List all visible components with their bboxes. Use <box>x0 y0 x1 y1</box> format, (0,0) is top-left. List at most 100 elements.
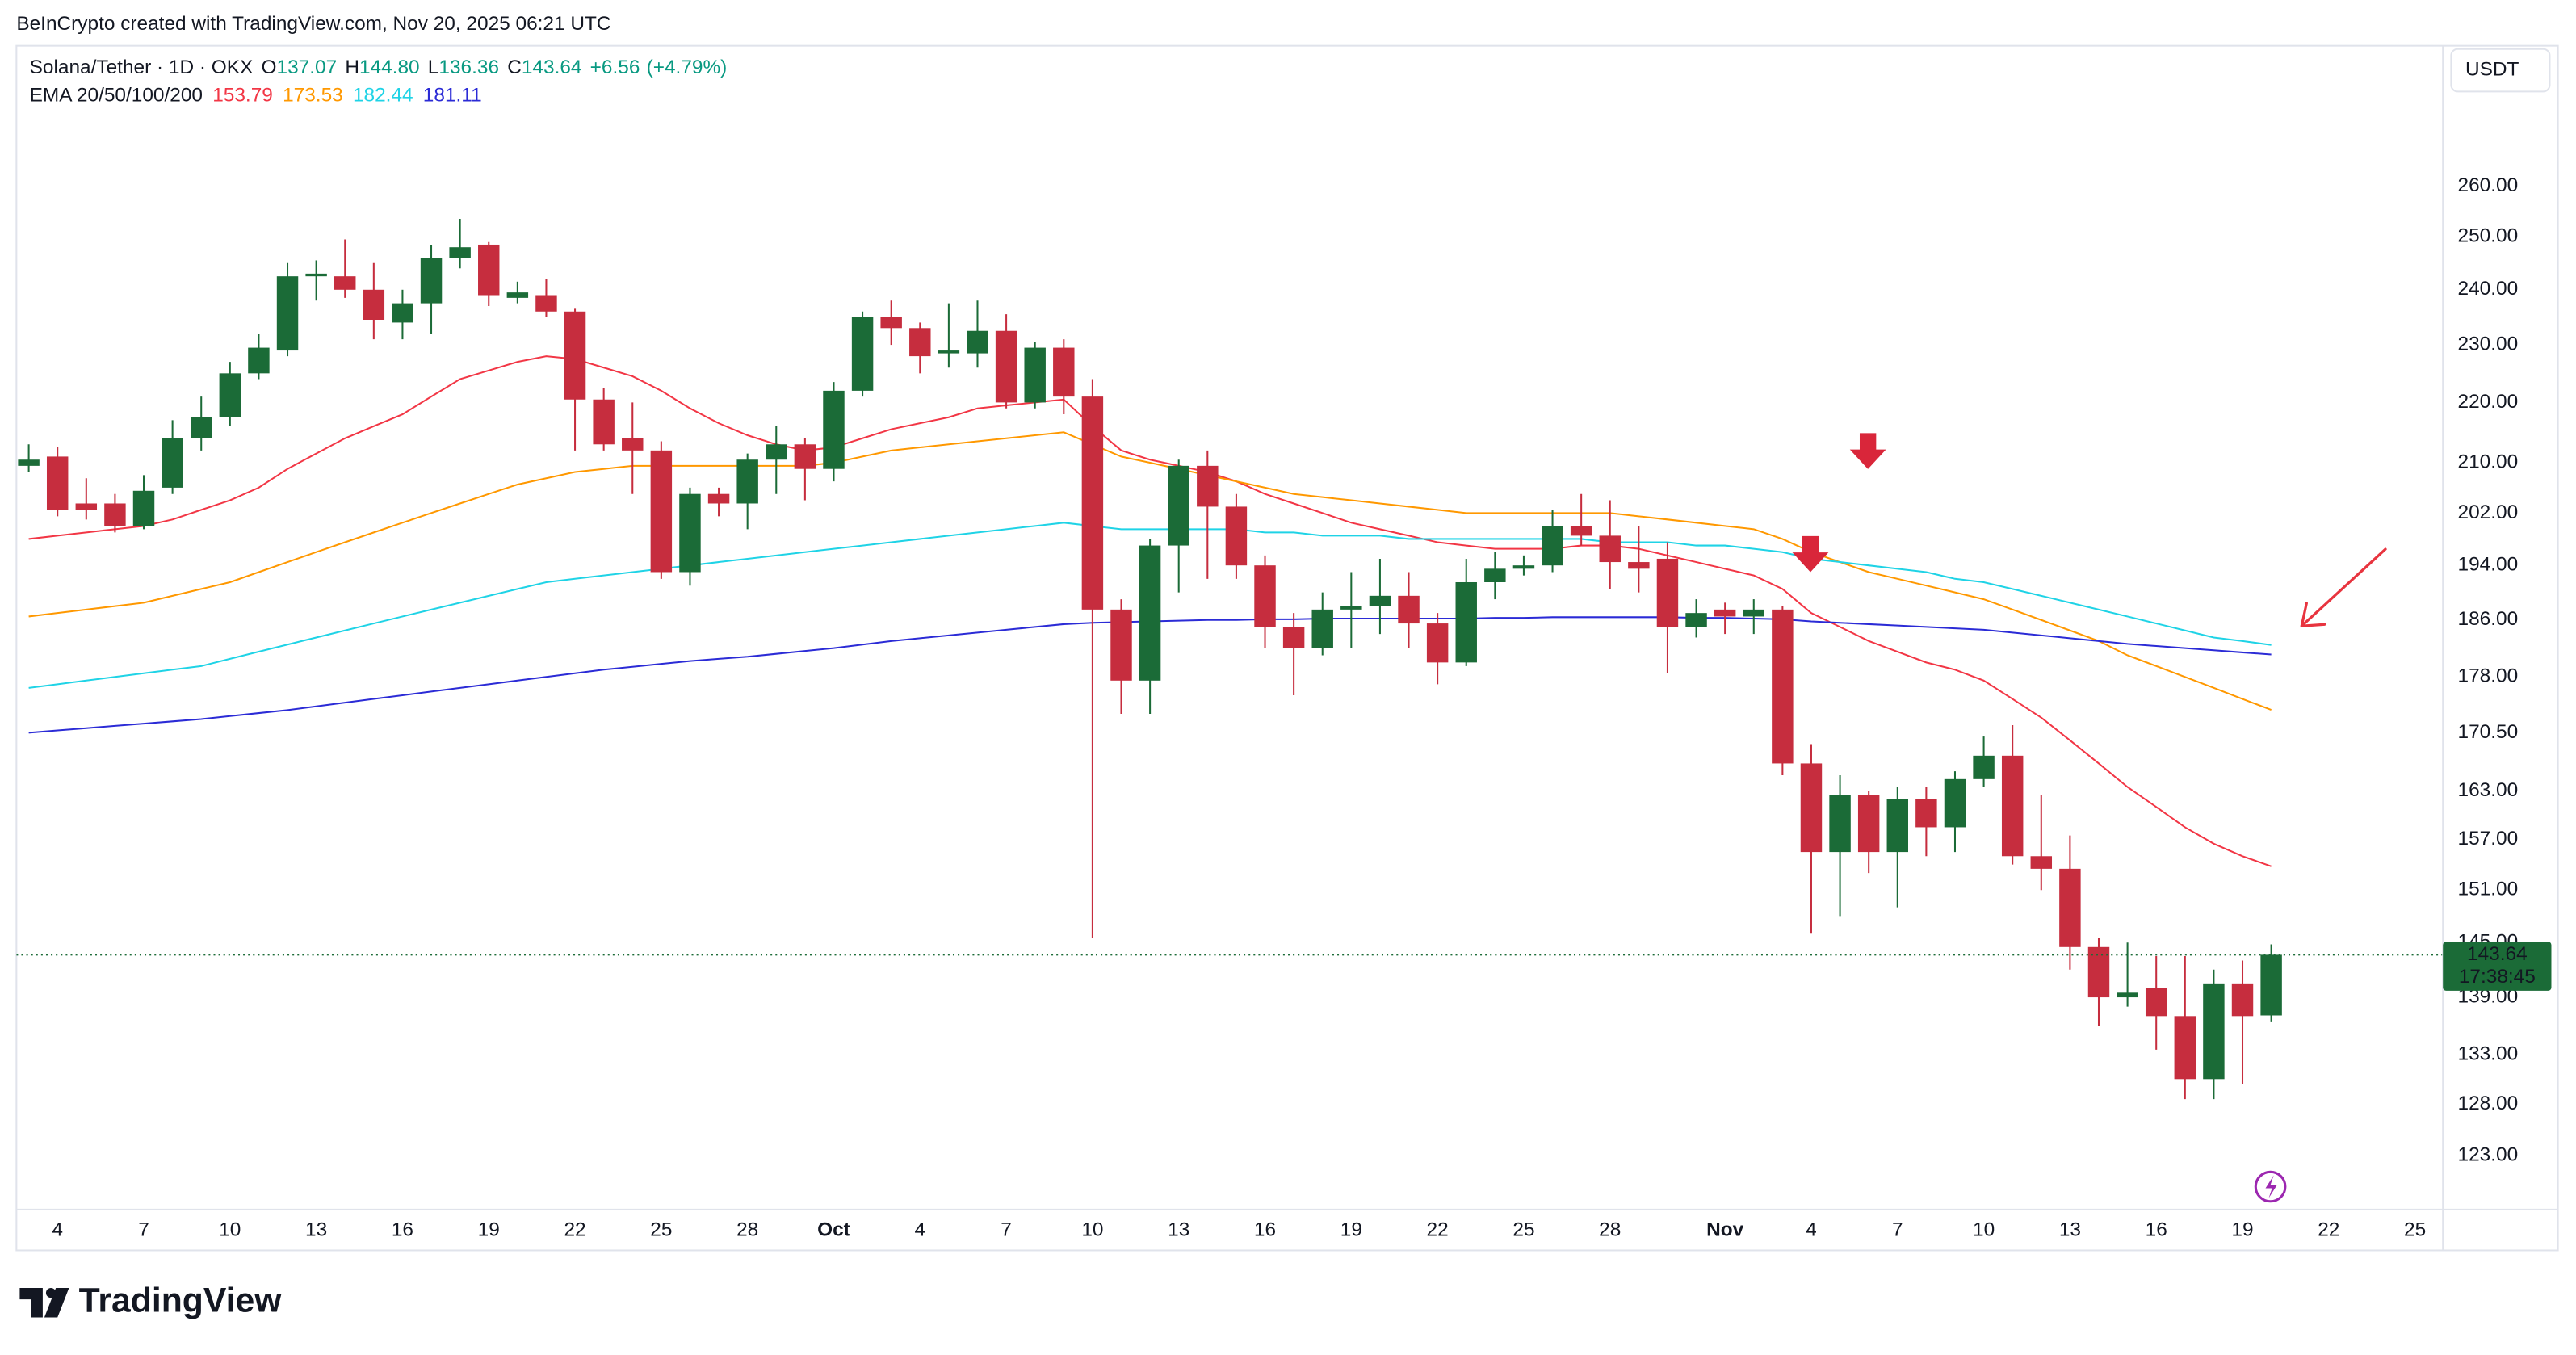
candle-body <box>248 347 270 374</box>
candle-body <box>564 311 586 400</box>
y-tick-label: 230.00 <box>2458 334 2519 355</box>
price-tag-countdown: 17:38:45 <box>2459 966 2536 988</box>
x-tick-label: 25 <box>650 1219 672 1241</box>
candle-body <box>1455 581 1477 663</box>
ohlc-value: 137.07 <box>277 57 338 78</box>
candle-body <box>1369 595 1391 606</box>
indicator-value: 181.11 <box>423 85 482 107</box>
candle-body <box>650 450 673 573</box>
candle-body <box>679 493 701 573</box>
candle-body <box>2203 983 2225 1080</box>
candle-body <box>1168 465 1189 546</box>
ohlc-value: 136.36 <box>438 57 499 78</box>
currency-button[interactable] <box>2450 48 2551 93</box>
y-tick-label: 260.00 <box>2458 174 2519 196</box>
candle-body <box>736 459 758 504</box>
y-tick-label: 210.00 <box>2458 451 2519 473</box>
y-tick-label: 240.00 <box>2458 278 2519 300</box>
candle-body <box>707 493 730 504</box>
candle-body <box>1282 627 1305 648</box>
indicator-label: EMA 20/50/100/200 <box>30 85 203 107</box>
candle-body <box>995 330 1017 403</box>
candle-body <box>794 444 816 469</box>
y-tick-label: 128.00 <box>2458 1093 2519 1114</box>
legend-line: Solana/Tether · 1D · OKX O137.07 H144.80 L1… <box>30 57 728 78</box>
candle-body <box>1254 565 1276 627</box>
candle-body <box>1484 568 1506 582</box>
ema-line <box>28 355 2272 867</box>
annotation-arrow <box>2300 547 2387 627</box>
candle-body <box>18 459 40 466</box>
currency-label[interactable]: USDT <box>2465 59 2519 81</box>
x-tick-label: 7 <box>1001 1219 1012 1241</box>
candle-body <box>75 503 98 510</box>
candle-body <box>334 276 356 290</box>
candle-body <box>1628 562 1650 569</box>
ohlc-label: C <box>507 57 522 78</box>
x-tick-label: 22 <box>564 1219 585 1241</box>
candle-body <box>132 490 155 526</box>
candle-body <box>1225 506 1248 566</box>
candle-body <box>1944 778 1966 828</box>
x-tick-label: 16 <box>1254 1219 1276 1241</box>
logo-mark <box>45 1288 57 1298</box>
candle-body <box>420 258 443 304</box>
candle-body <box>1081 396 1104 610</box>
candle-body <box>1800 763 1823 853</box>
candle-body <box>2174 1016 2196 1080</box>
y-tick-label: 194.00 <box>2458 554 2519 576</box>
watermark: BeInCrypto created with TradingView.com,… <box>16 13 610 35</box>
x-tick-label: 28 <box>1599 1219 1621 1241</box>
x-tick-label: 22 <box>1427 1219 1449 1241</box>
candle-body <box>478 244 500 296</box>
ema-line <box>28 431 2272 711</box>
x-tick-label: 13 <box>1168 1219 1189 1241</box>
annotation-arrow <box>1849 433 1886 469</box>
y-tick-label: 163.00 <box>2458 779 2519 801</box>
candle-body <box>276 276 299 351</box>
candle-body <box>823 390 845 469</box>
candle-body <box>2030 856 2053 869</box>
indicator-value: 153.79 <box>212 85 273 107</box>
ohlc-label: O <box>262 57 277 78</box>
y-tick-label: 178.00 <box>2458 665 2519 687</box>
x-tick-label: 13 <box>2059 1219 2081 1241</box>
candle-body <box>967 330 988 354</box>
x-tick-label: 28 <box>736 1219 758 1241</box>
candle-body <box>1139 545 1161 681</box>
x-tick-label: Oct <box>817 1219 850 1241</box>
candle-body <box>1512 565 1535 569</box>
candle-body <box>2231 983 2254 1017</box>
indicator-value: 173.53 <box>283 85 343 107</box>
logo-mark <box>19 1288 69 1318</box>
candle-body <box>2001 755 2024 857</box>
price-tag-value: 143.64 <box>2467 943 2528 965</box>
candle-body <box>938 350 960 354</box>
candle-body <box>46 456 69 510</box>
candle-body <box>1340 606 1362 610</box>
candle-body <box>1973 755 1995 779</box>
candle-body <box>1570 526 1592 536</box>
candle-body <box>449 247 471 258</box>
candle-body <box>1743 609 1764 617</box>
candle-body <box>593 399 615 445</box>
candle-body <box>305 273 327 277</box>
x-tick-label: Nov <box>1706 1219 1744 1241</box>
x-tick-label: 19 <box>2231 1219 2253 1241</box>
ohlc-value: 143.64 <box>522 57 582 78</box>
candle-body <box>392 303 413 323</box>
ohlc-label: H <box>345 57 359 78</box>
candle-body <box>1772 609 1794 764</box>
candle-body <box>2117 992 2138 998</box>
chart-frame <box>15 44 2559 1252</box>
candle-body <box>190 417 212 438</box>
candle-body <box>880 317 902 329</box>
candle-body <box>766 444 787 460</box>
candle-body <box>506 292 529 298</box>
x-tick-label: 7 <box>1892 1219 1903 1241</box>
x-tick-label: 13 <box>305 1219 327 1241</box>
y-tick-label: 202.00 <box>2458 501 2519 523</box>
candle-body <box>1053 347 1075 397</box>
candle-body <box>1915 799 1937 828</box>
candle-body <box>2059 868 2081 947</box>
